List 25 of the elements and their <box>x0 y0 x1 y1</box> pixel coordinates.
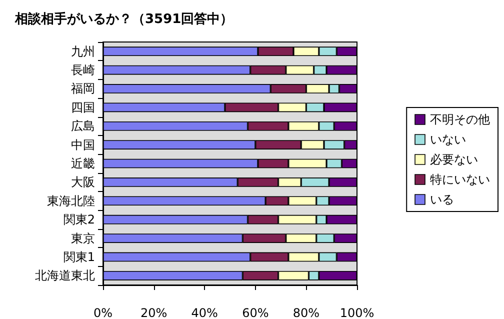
y-tick-label: 長崎 <box>71 63 95 78</box>
x-tick-label: 40% <box>191 306 218 319</box>
chart-title: 相談相手がいるか？（3591回答中） <box>14 11 234 27</box>
x-tick-label: 60% <box>242 306 269 319</box>
x-tick-label: 0% <box>93 306 113 319</box>
legend-label: 必要ない <box>430 152 478 166</box>
y-tick-label: 中国 <box>71 138 95 152</box>
x-tick-label: 100% <box>340 306 374 319</box>
legend-label: 不明その他 <box>430 112 490 126</box>
y-tick-label: 北海道東北 <box>35 268 95 283</box>
y-tick-label: 東京 <box>71 231 95 246</box>
y-tick-label: 四国 <box>71 100 95 114</box>
y-tick-label: 広島 <box>71 119 95 134</box>
legend-label: 特にいない <box>430 172 490 186</box>
y-tick-label: 東海北陸 <box>47 194 95 208</box>
y-tick-label: 九州 <box>71 44 95 58</box>
legend-label: いる <box>430 192 454 206</box>
x-tick-label: 20% <box>140 306 168 319</box>
y-tick-label: 大阪 <box>71 175 95 190</box>
y-tick-label: 福岡 <box>71 82 95 96</box>
legend-label: いない <box>430 132 466 146</box>
x-tick-label: 80% <box>292 306 320 319</box>
y-tick-label: 関東2 <box>63 212 95 227</box>
y-tick-label: 関東1 <box>63 250 95 264</box>
y-tick-label: 近畿 <box>71 156 95 170</box>
